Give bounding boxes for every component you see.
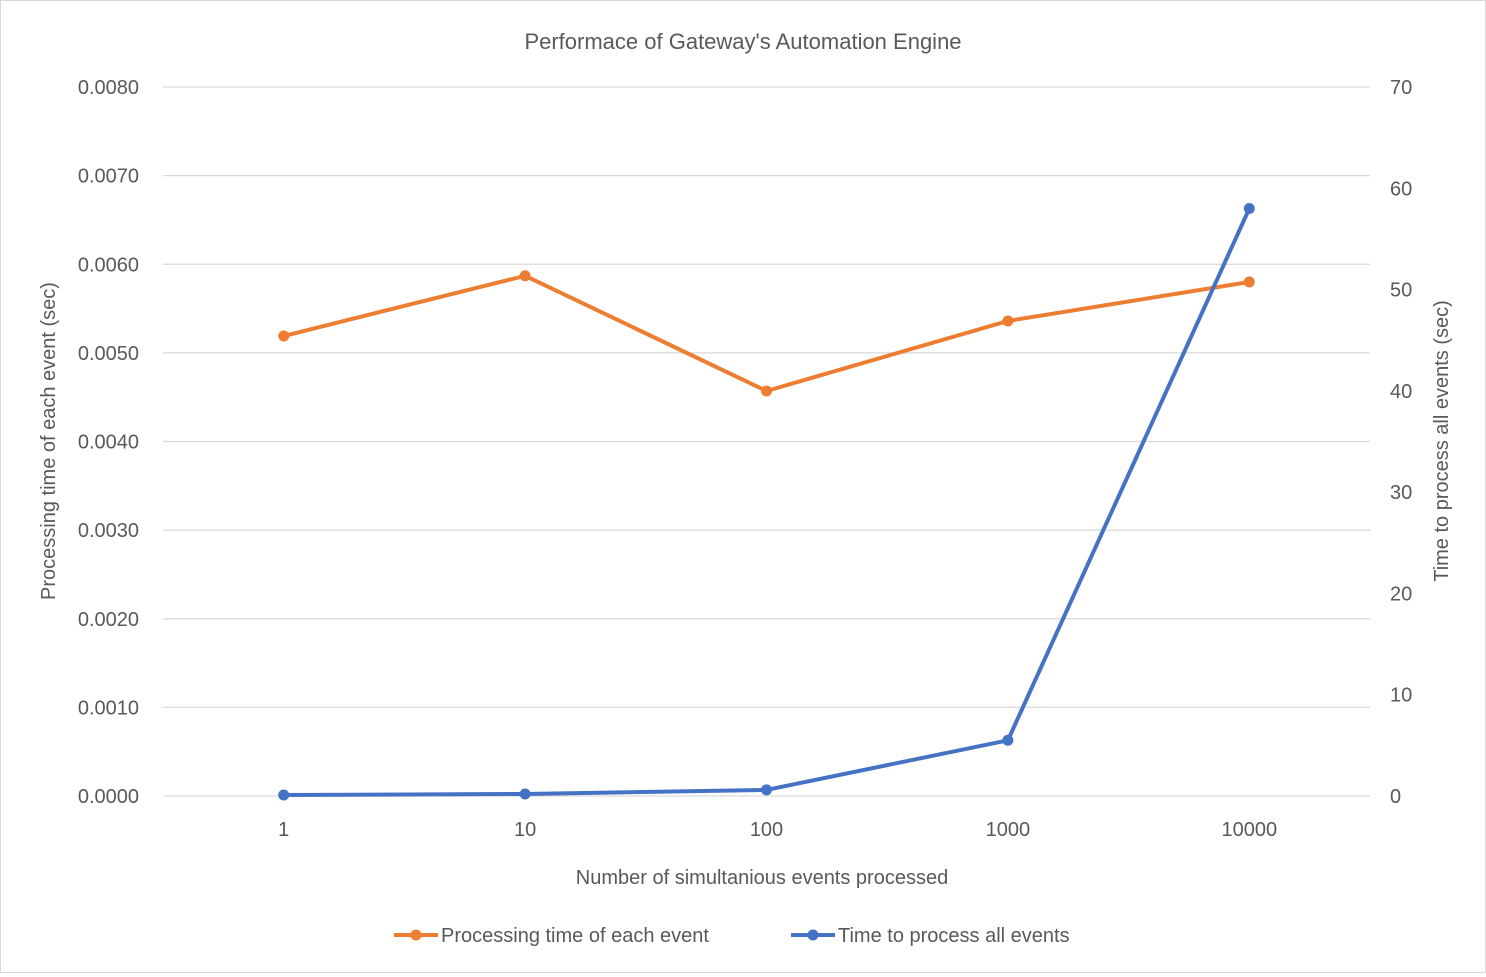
data-point <box>1002 734 1014 746</box>
data-point <box>761 385 772 397</box>
y-right-tick-label: 0 <box>1390 786 1401 808</box>
series-line <box>281 273 1252 393</box>
x-tick-label: 10000 <box>1221 819 1277 841</box>
data-point <box>519 788 531 800</box>
y-right-tick-label: 50 <box>1390 280 1412 302</box>
data-point <box>1002 315 1014 327</box>
data-point <box>1243 276 1255 288</box>
data-point <box>1243 203 1255 215</box>
y-right-tick-label: 70 <box>1390 77 1412 99</box>
left-axis-ticks: 0.0000 0.0010 0.0020 0.0030 0.0040 0.0050 0.00… <box>78 77 139 808</box>
x-axis-ticks: 1 10 100 1000 10000 <box>278 819 1277 841</box>
data-point <box>519 270 531 282</box>
x-tick-label: 10 <box>514 819 536 841</box>
legend-swatch-marker <box>807 929 819 941</box>
chart-title: Performace of Gateway's Automation Engin… <box>524 29 961 54</box>
y-axis-left-label: Processing time of each event (sec) <box>38 282 60 600</box>
x-tick-label: 1 <box>278 819 289 841</box>
y-left-tick-label: 0.0050 <box>78 343 139 365</box>
y-left-tick-label: 0.0060 <box>78 254 139 276</box>
y-right-tick-label: 60 <box>1390 178 1412 200</box>
y-left-tick-label: 0.0030 <box>78 520 139 542</box>
legend-label: Processing time of each event <box>441 925 709 947</box>
y-left-tick-label: 0.0070 <box>78 166 139 188</box>
y-axis-right-label: Time to process all events (sec) <box>1431 300 1453 582</box>
x-axis-label: Number of simultanious events processed <box>576 867 948 889</box>
y-right-tick-label: 20 <box>1390 583 1412 605</box>
series-layer <box>278 203 1255 801</box>
y-left-tick-label: 0.0040 <box>78 432 139 454</box>
legend-swatch-marker <box>410 929 422 941</box>
legend: Processing time of each event Time to pro… <box>394 925 1070 947</box>
data-point <box>761 784 772 796</box>
y-right-tick-label: 10 <box>1390 685 1412 707</box>
data-point <box>278 330 290 342</box>
legend-label: Time to process all events <box>838 925 1070 947</box>
y-right-tick-label: 40 <box>1390 381 1412 403</box>
right-axis-ticks: 0 10 20 30 40 50 60 70 <box>1390 77 1412 808</box>
y-left-tick-label: 0.0080 <box>78 77 139 99</box>
y-left-tick-label: 0.0000 <box>78 786 139 808</box>
legend-item: Time to process all events <box>791 925 1070 947</box>
legend-item: Processing time of each event <box>394 925 709 947</box>
data-point <box>278 789 290 801</box>
y-left-tick-label: 0.0020 <box>78 609 139 631</box>
series-processing-time-of-each-event <box>278 270 1255 397</box>
x-tick-label: 100 <box>750 819 783 841</box>
x-tick-label: 1000 <box>986 819 1031 841</box>
series-time-to-process-all-events <box>278 203 1255 801</box>
y-right-tick-label: 30 <box>1390 482 1412 504</box>
y-left-tick-label: 0.0010 <box>78 697 139 719</box>
gridlines <box>163 86 1370 797</box>
